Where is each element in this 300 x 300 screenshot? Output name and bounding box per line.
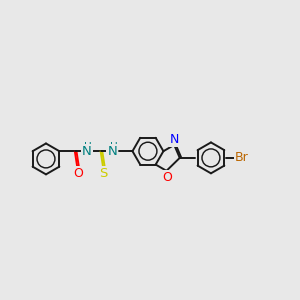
- Text: N: N: [107, 145, 117, 158]
- Text: H: H: [110, 142, 118, 152]
- Text: O: O: [162, 171, 172, 184]
- Text: N: N: [82, 145, 91, 158]
- Text: Br: Br: [235, 152, 249, 164]
- Text: O: O: [73, 167, 83, 180]
- Text: H: H: [84, 142, 92, 152]
- Text: S: S: [99, 167, 108, 180]
- Text: N: N: [170, 133, 179, 146]
